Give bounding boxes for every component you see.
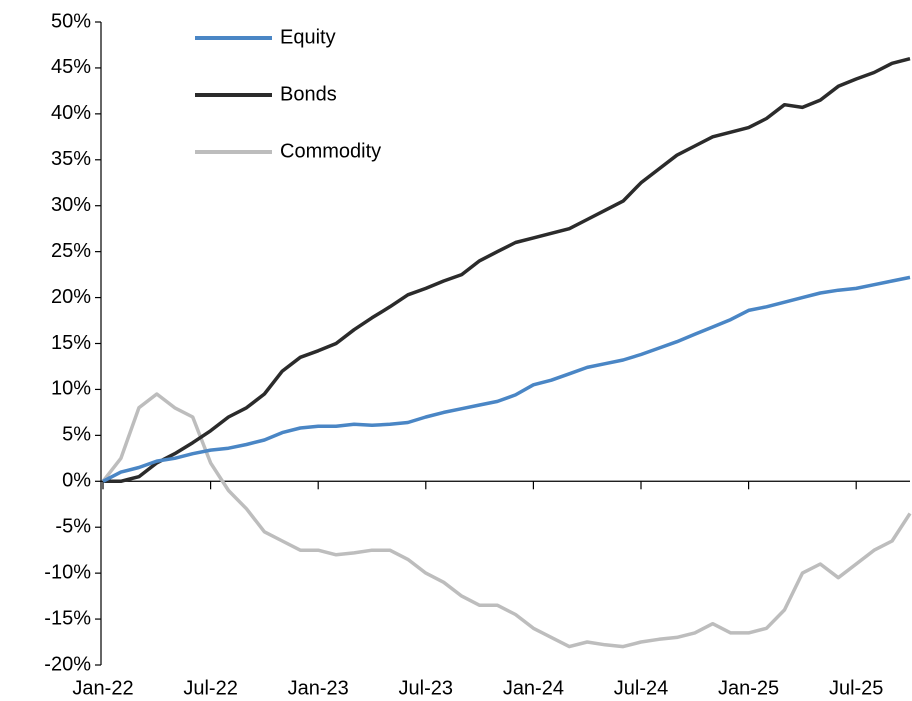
y-tick-label: 5% bbox=[62, 424, 91, 446]
y-tick-label: 45% bbox=[51, 56, 91, 78]
y-tick-label: 35% bbox=[51, 148, 91, 170]
y-tick-label: 0% bbox=[62, 470, 91, 492]
y-tick-label: -5% bbox=[55, 515, 91, 537]
legend-label: Bonds bbox=[280, 83, 337, 105]
series-line bbox=[102, 275, 911, 483]
x-tick-label: Jan-22 bbox=[72, 677, 133, 699]
x-tick-label: Jul-22 bbox=[183, 677, 237, 699]
legend-label: Equity bbox=[280, 26, 336, 48]
y-tick-label: 10% bbox=[51, 378, 91, 400]
x-tick-label: Jan-25 bbox=[718, 677, 779, 699]
y-tick-label: 40% bbox=[51, 102, 91, 124]
series-line bbox=[103, 57, 911, 484]
y-tick-label: 20% bbox=[51, 286, 91, 308]
x-tick-label: Jul-25 bbox=[829, 677, 883, 699]
y-tick-label: 25% bbox=[51, 240, 91, 262]
x-tick-label: Jan-23 bbox=[288, 677, 349, 699]
series-line bbox=[101, 392, 912, 649]
legend-label: Commodity bbox=[280, 140, 381, 162]
x-tick-label: Jul-24 bbox=[614, 677, 668, 699]
x-tick-label: Jan-24 bbox=[503, 677, 564, 699]
y-tick-label: -10% bbox=[44, 561, 91, 583]
x-tick-label: Jul-23 bbox=[399, 677, 453, 699]
y-tick-label: 15% bbox=[51, 332, 91, 354]
y-tick-label: -20% bbox=[44, 653, 91, 675]
y-tick-label: 50% bbox=[51, 10, 91, 32]
y-tick-label: 30% bbox=[51, 194, 91, 216]
y-tick-label: -15% bbox=[44, 607, 91, 629]
